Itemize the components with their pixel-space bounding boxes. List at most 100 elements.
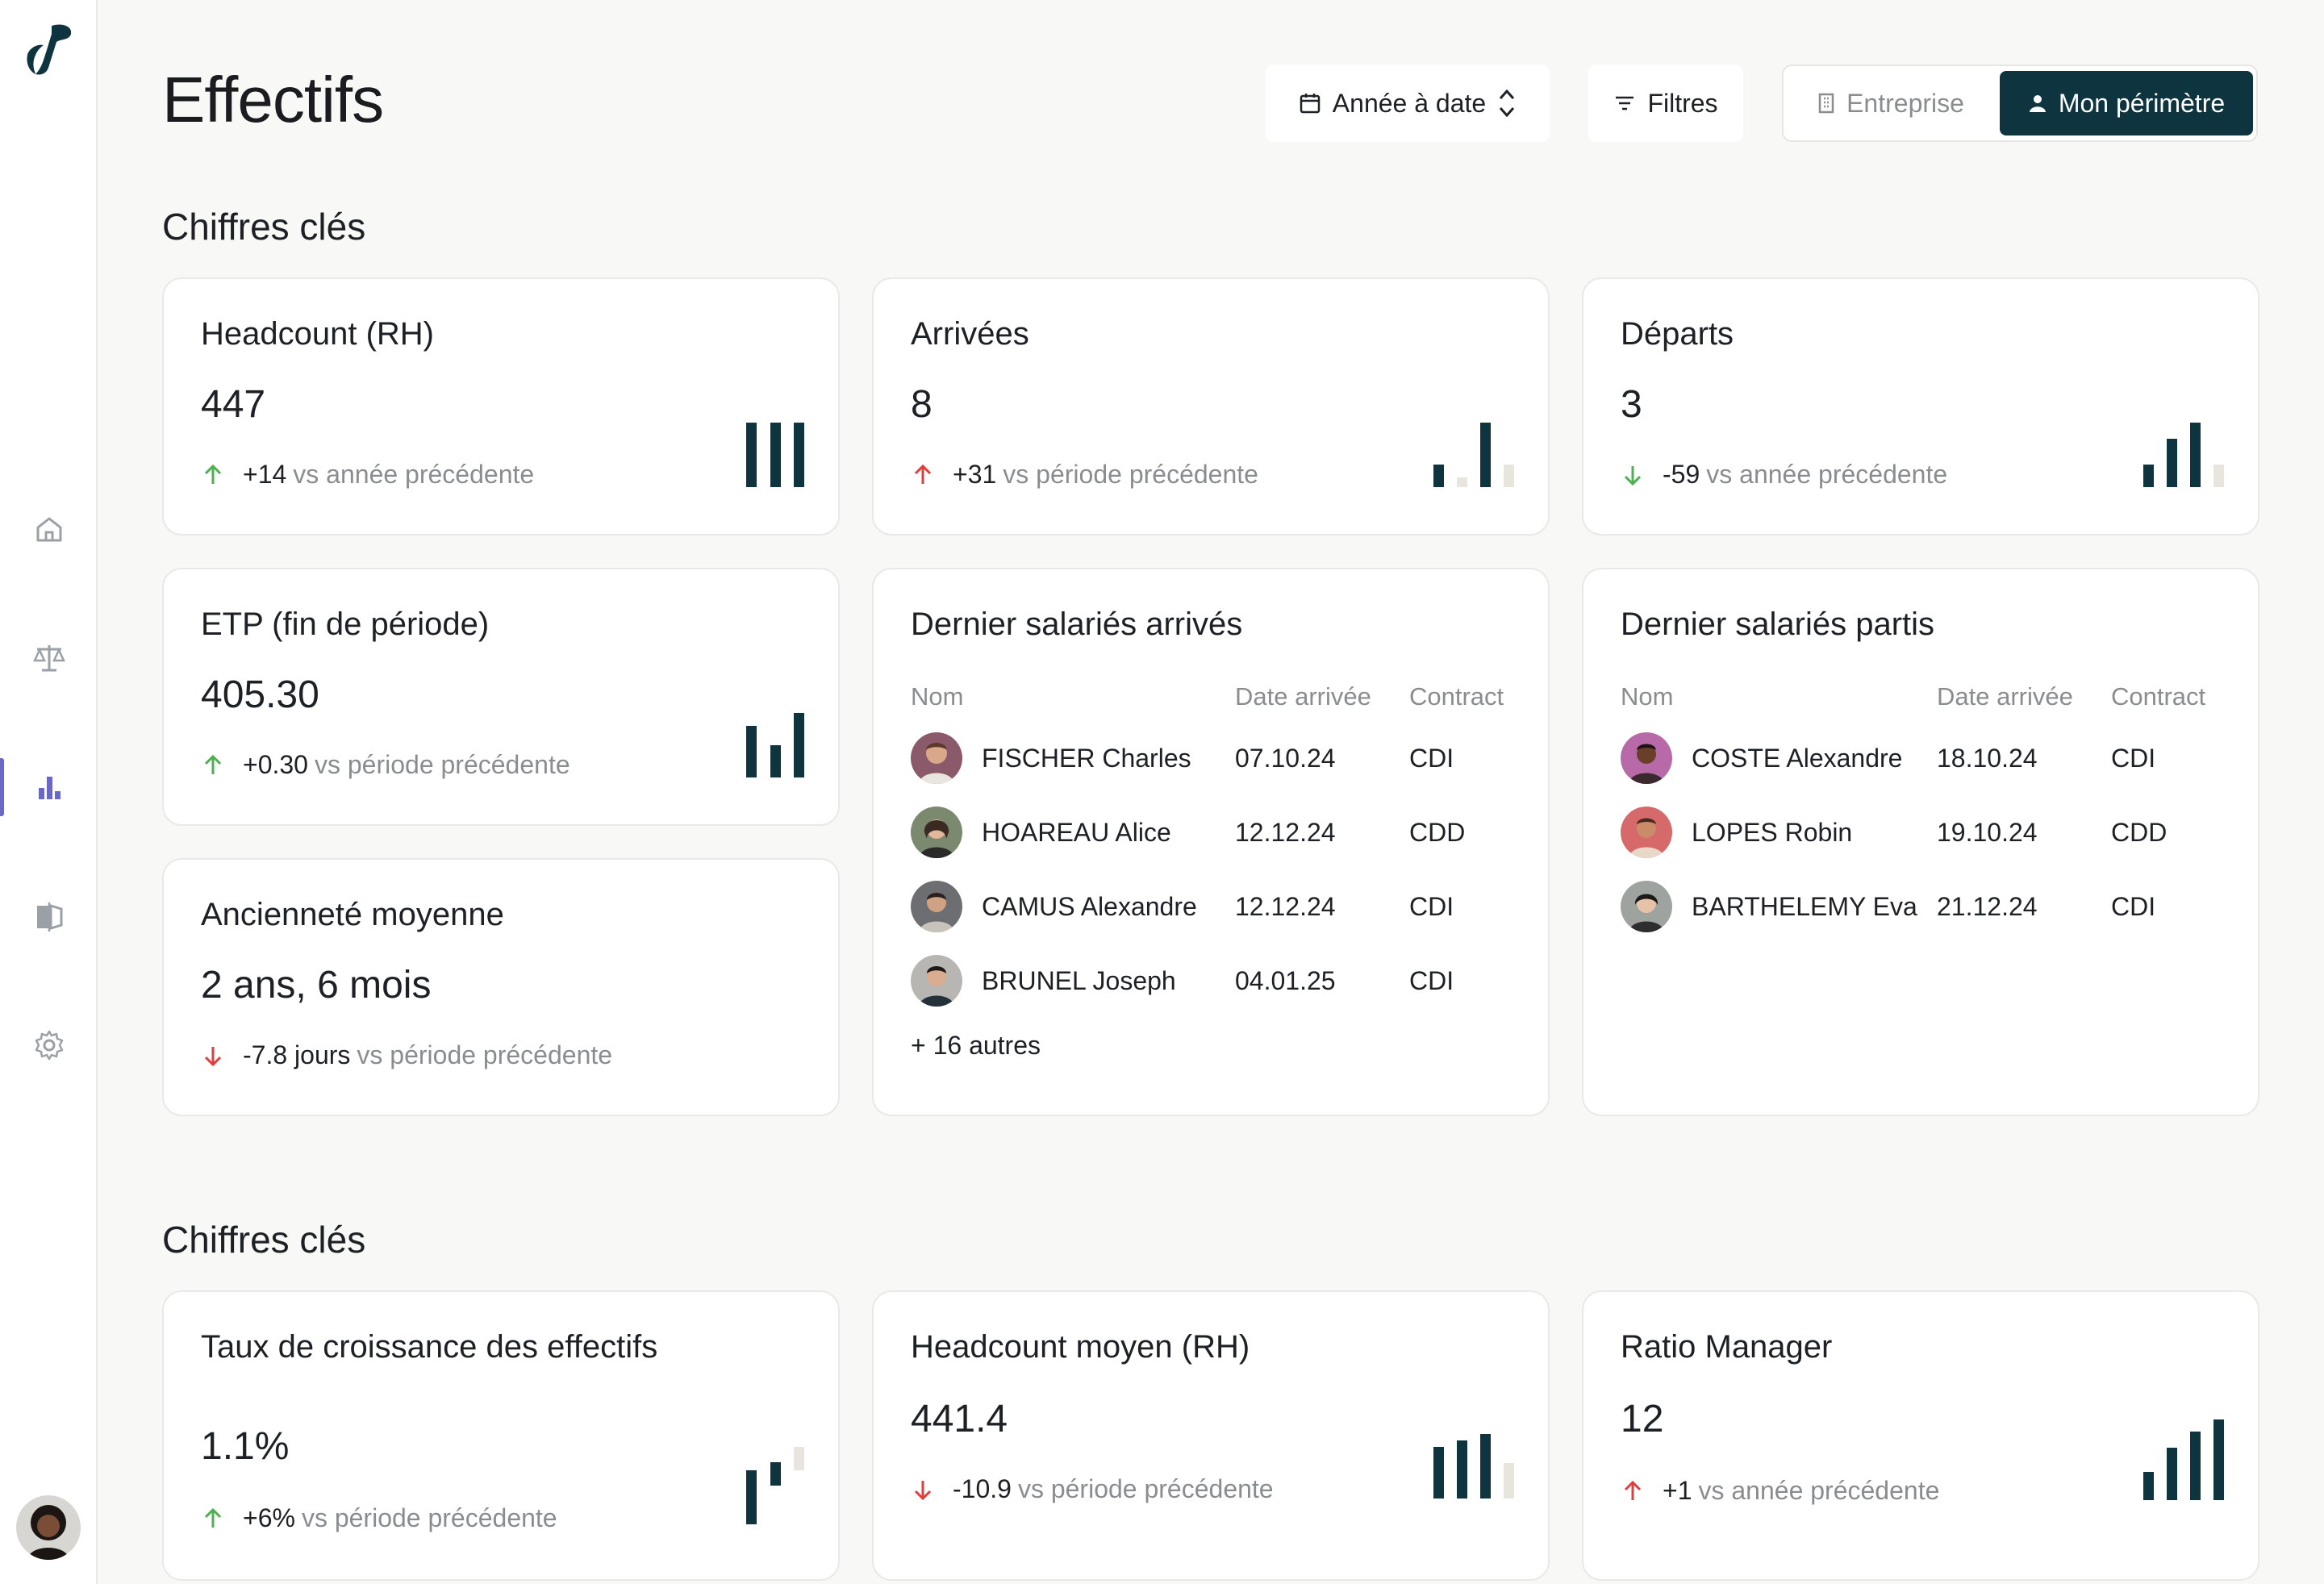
section-title-key-figures: Chiffres clés	[162, 1219, 366, 1261]
sparkline-chart	[1433, 1434, 1514, 1499]
card-delta: -59 vs année précédente	[1621, 460, 1947, 490]
sidebar-item-analytics[interactable]	[0, 748, 98, 826]
employee-name[interactable]: LOPES Robin	[1692, 818, 1853, 847]
card-growth-rate[interactable]: Taux de croissance des effectifs 1.1% +6…	[162, 1290, 840, 1581]
delta-label: vs période précédente	[1017, 1474, 1274, 1503]
employee-date: 12.12.24	[1235, 818, 1336, 847]
sparkline-chart	[2143, 423, 2224, 487]
employee-name[interactable]: HOAREAU Alice	[982, 818, 1171, 847]
filter-icon	[1616, 96, 1634, 110]
sparkline-bar	[2190, 1432, 2201, 1500]
sparkline-bar	[746, 726, 757, 777]
employee-date: 18.10.24	[1937, 744, 2038, 773]
sidebar-item-balance[interactable]	[0, 619, 98, 697]
card-latest-arrivals: Dernier salariés arrivés Nom Date arrivé…	[872, 568, 1550, 1116]
sidebar-item-compare[interactable]	[0, 877, 98, 955]
delta-label: vs période précédente	[301, 1503, 557, 1532]
bar-chart-icon	[38, 777, 60, 799]
card-title: Dernier salariés partis	[1621, 607, 1935, 642]
period-selector[interactable]: Année à date	[1266, 65, 1550, 142]
gear-icon	[35, 1030, 63, 1061]
card-arrivals[interactable]: Arrivées 8 +31 vs période précédente	[872, 277, 1550, 536]
card-manager-ratio[interactable]: Ratio Manager 12 +1 vs année précédente	[1582, 1290, 2259, 1581]
filters-button[interactable]: Filtres	[1588, 65, 1743, 142]
employee-date: 07.10.24	[1235, 744, 1336, 773]
card-title: ETP (fin de période)	[201, 607, 490, 642]
sparkline-bar	[2143, 465, 2154, 487]
arrow-up-icon	[204, 1507, 222, 1528]
arrow-down-icon	[204, 1046, 222, 1066]
employee-name[interactable]: BARTHELEMY Eva	[1692, 892, 1917, 921]
column-header-contract: Contract	[1409, 682, 1504, 711]
card-departures[interactable]: Départs 3 -59 vs année précédente	[1582, 277, 2259, 536]
card-delta: +6% vs période précédente	[201, 1503, 557, 1533]
card-value: 3	[1621, 383, 1642, 426]
employee-name[interactable]: FISCHER Charles	[982, 744, 1191, 773]
employee-date: 12.12.24	[1235, 892, 1336, 921]
card-latest-departures: Dernier salariés partis Nom Date arrivée…	[1582, 568, 2259, 1116]
brand-logo[interactable]	[19, 19, 79, 79]
sparkline-bar	[746, 423, 757, 487]
sparkline-chart	[746, 713, 804, 777]
card-headcount[interactable]: Headcount (RH) 447 +14 vs année précéden…	[162, 277, 840, 536]
card-delta: +14 vs année précédente	[201, 460, 534, 490]
user-avatar[interactable]	[16, 1495, 81, 1560]
sparkline-bar	[1433, 1447, 1444, 1499]
delta-value: +6%	[243, 1503, 295, 1532]
employee-contract: CDI	[2111, 892, 2156, 921]
delta-label: vs période précédente	[357, 1040, 613, 1069]
card-title: Ratio Manager	[1621, 1329, 1833, 1365]
arrow-down-icon	[914, 1480, 932, 1500]
column-header-name: Nom	[1621, 682, 1674, 711]
employee-contract: CDI	[1409, 744, 1454, 773]
card-value: 405.30	[201, 673, 319, 716]
card-etp[interactable]: ETP (fin de période) 405.30 +0.30 vs pér…	[162, 568, 840, 826]
more-employees-link[interactable]: + 16 autres	[911, 1031, 1041, 1060]
arrow-up-icon	[914, 464, 932, 484]
sidebar-item-settings[interactable]	[0, 1007, 98, 1084]
employee-contract: CDI	[1409, 892, 1454, 921]
delta-value: +14	[243, 460, 287, 489]
card-value: 1.1%	[201, 1425, 290, 1468]
delta-label: vs année précédente	[1698, 1476, 1940, 1505]
employee-name[interactable]: BRUNEL Joseph	[982, 966, 1176, 995]
employee-date: 04.01.25	[1235, 966, 1336, 995]
delta-label: vs année précédente	[293, 460, 535, 489]
sparkline-bar	[794, 1447, 804, 1470]
sparkline-chart	[2143, 1419, 2224, 1500]
sparkline-bar	[2213, 465, 2224, 487]
delta-value: -7.8 jours	[243, 1040, 351, 1069]
scale-icon	[32, 645, 65, 672]
card-average-headcount[interactable]: Headcount moyen (RH) 441.4 -10.9 vs péri…	[872, 1290, 1550, 1581]
employee-contract: CDD	[1409, 818, 1466, 847]
employee-avatar	[1621, 807, 1672, 858]
arrow-up-icon	[204, 754, 222, 774]
card-value: 12	[1621, 1398, 1664, 1440]
sparkline-bar	[1480, 1434, 1491, 1499]
employee-name[interactable]: CAMUS Alexandre	[982, 892, 1197, 921]
delta-value: +0.30	[243, 750, 308, 779]
column-header-name: Nom	[911, 682, 964, 711]
person-icon	[2029, 95, 2046, 112]
card-seniority[interactable]: Ancienneté moyenne 2 ans, 6 mois -7.8 jo…	[162, 858, 840, 1116]
employee-name[interactable]: COSTE Alexandre	[1692, 744, 1903, 773]
card-title: Headcount (RH)	[201, 316, 435, 352]
employee-avatar	[1621, 881, 1672, 932]
home-icon	[36, 517, 61, 542]
card-delta: +1 vs année précédente	[1621, 1476, 1939, 1506]
scope-enterprise-tab[interactable]: Entreprise	[1784, 66, 1998, 140]
delta-label: vs période précédente	[1003, 460, 1258, 489]
sparkline-bar	[2213, 1419, 2224, 1500]
employee-contract: CDD	[2111, 818, 2168, 847]
calendar-icon	[1300, 94, 1321, 114]
sidebar-item-home[interactable]	[0, 490, 98, 568]
filters-label: Filtres	[1647, 88, 1718, 118]
sparkline-bar	[2167, 1448, 2177, 1500]
building-icon	[1818, 93, 1834, 114]
delta-label: vs année précédente	[1706, 460, 1948, 489]
sparkline-bar	[2190, 423, 2201, 487]
period-label: Année à date	[1332, 88, 1487, 118]
column-header-contract: Contract	[2111, 682, 2206, 711]
sparkline-bar	[746, 1470, 757, 1524]
scope-mine-tab[interactable]: Mon périmètre	[2000, 71, 2253, 135]
